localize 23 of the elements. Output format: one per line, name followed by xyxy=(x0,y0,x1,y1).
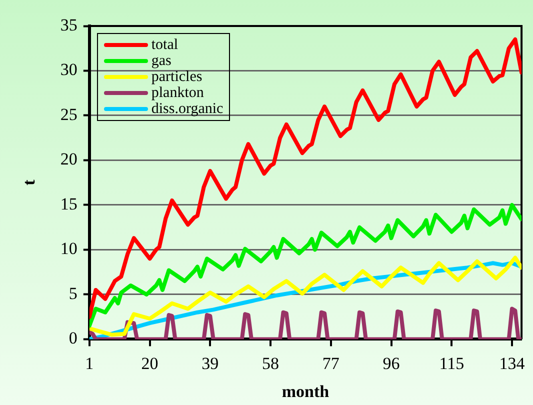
legend-label: diss.organic xyxy=(151,101,224,117)
legend-label: gas xyxy=(151,53,172,69)
y-tick-label: 20 xyxy=(60,150,78,169)
x-tick-label: 77 xyxy=(322,354,340,373)
x-tick-label: 134 xyxy=(499,354,526,373)
y-axis-title: t xyxy=(20,179,39,186)
x-tick-label: 20 xyxy=(141,354,158,373)
legend-label: total xyxy=(151,37,178,53)
x-tick-label: 1 xyxy=(85,354,94,373)
y-tick-label: 10 xyxy=(60,239,78,258)
legend-label: plankton xyxy=(151,85,204,101)
x-tick-label: 39 xyxy=(202,354,219,373)
legend-label: particles xyxy=(151,69,202,85)
x-tick-label: 58 xyxy=(262,354,280,373)
y-tick-label: 15 xyxy=(60,194,78,214)
y-tick-label: 35 xyxy=(60,15,78,34)
x-tick-label: 115 xyxy=(439,354,464,373)
x-axis-title: month xyxy=(282,382,330,402)
y-tick-label: 30 xyxy=(60,60,78,80)
y-tick-label: 5 xyxy=(68,284,78,303)
x-tick-label: 96 xyxy=(382,354,400,373)
y-tick-label: 0 xyxy=(68,328,78,348)
y-tick-label: 25 xyxy=(60,104,78,124)
